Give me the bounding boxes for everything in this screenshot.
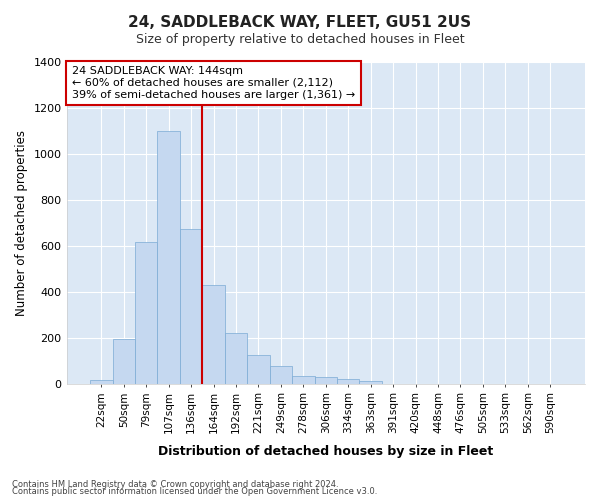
Bar bbox=[202, 284, 225, 384]
Bar bbox=[337, 379, 359, 384]
Bar bbox=[269, 366, 292, 384]
Bar bbox=[225, 333, 247, 384]
Text: 24, SADDLEBACK WAY, FLEET, GU51 2US: 24, SADDLEBACK WAY, FLEET, GU51 2US bbox=[128, 15, 472, 30]
Bar bbox=[292, 376, 314, 384]
X-axis label: Distribution of detached houses by size in Fleet: Distribution of detached houses by size … bbox=[158, 444, 493, 458]
Bar bbox=[314, 376, 337, 384]
Bar bbox=[359, 382, 382, 384]
Bar bbox=[157, 130, 180, 384]
Text: Contains HM Land Registry data © Crown copyright and database right 2024.: Contains HM Land Registry data © Crown c… bbox=[12, 480, 338, 489]
Bar bbox=[247, 355, 269, 384]
Text: Contains public sector information licensed under the Open Government Licence v3: Contains public sector information licen… bbox=[12, 487, 377, 496]
Bar bbox=[90, 380, 113, 384]
Text: 24 SADDLEBACK WAY: 144sqm
← 60% of detached houses are smaller (2,112)
39% of se: 24 SADDLEBACK WAY: 144sqm ← 60% of detac… bbox=[72, 66, 355, 100]
Text: Size of property relative to detached houses in Fleet: Size of property relative to detached ho… bbox=[136, 32, 464, 46]
Y-axis label: Number of detached properties: Number of detached properties bbox=[15, 130, 28, 316]
Bar bbox=[113, 339, 135, 384]
Bar bbox=[135, 242, 157, 384]
Bar bbox=[180, 230, 202, 384]
